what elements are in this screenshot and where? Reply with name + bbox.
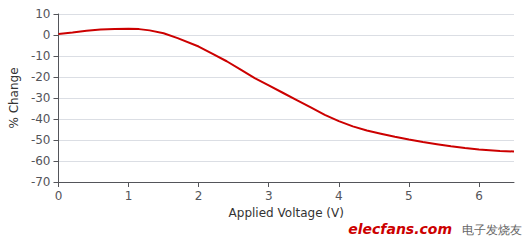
svg-text:5: 5 xyxy=(405,189,413,203)
svg-text:-70: -70 xyxy=(31,175,51,189)
svg-text:电子发烧友: 电子发烧友 xyxy=(462,223,522,237)
svg-text:% Change: % Change xyxy=(7,67,21,128)
svg-text:3: 3 xyxy=(265,189,273,203)
svg-text:6: 6 xyxy=(475,189,483,203)
svg-text:10: 10 xyxy=(35,7,50,21)
svg-text:0: 0 xyxy=(55,189,63,203)
svg-text:-50: -50 xyxy=(31,133,51,147)
svg-text:elecfans.com: elecfans.com xyxy=(348,221,452,237)
svg-text:2: 2 xyxy=(195,189,203,203)
svg-text:0: 0 xyxy=(43,28,51,42)
svg-text:-40: -40 xyxy=(31,112,51,126)
svg-text:-10: -10 xyxy=(31,49,51,63)
svg-text:-20: -20 xyxy=(31,70,51,84)
svg-text:Applied Voltage (V): Applied Voltage (V) xyxy=(229,206,344,220)
svg-text:1: 1 xyxy=(125,189,133,203)
svg-text:-60: -60 xyxy=(31,154,51,168)
svg-text:4: 4 xyxy=(335,189,343,203)
svg-text:-30: -30 xyxy=(31,91,51,105)
